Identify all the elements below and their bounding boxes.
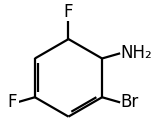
Text: F: F <box>64 3 73 21</box>
Text: F: F <box>7 93 17 111</box>
Text: Br: Br <box>120 93 138 111</box>
Text: NH₂: NH₂ <box>120 44 152 62</box>
